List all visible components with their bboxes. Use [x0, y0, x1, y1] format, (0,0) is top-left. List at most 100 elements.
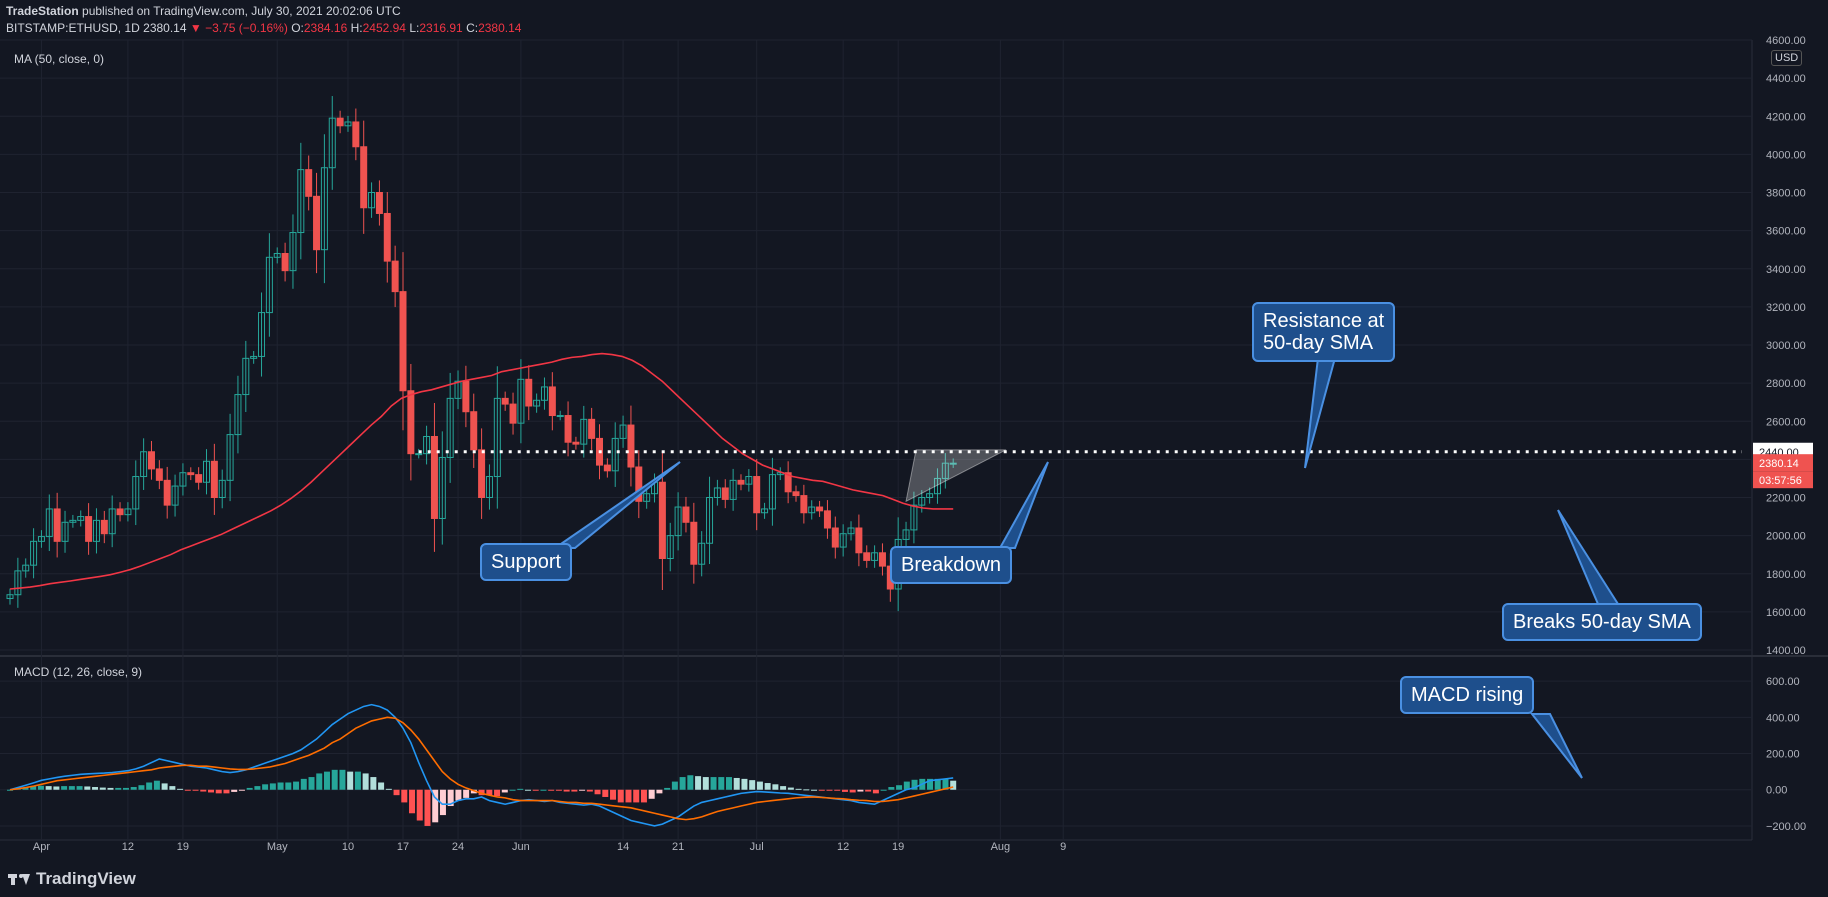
candle — [210, 443, 218, 515]
macd-histogram-bar — [138, 785, 145, 790]
macd-histogram-bar — [22, 787, 29, 790]
macd-histogram-bar — [718, 777, 725, 790]
candle — [92, 508, 100, 554]
candle-body — [77, 516, 85, 521]
candle — [698, 531, 706, 577]
candle — [540, 377, 548, 410]
macd-histogram-bar — [579, 789, 586, 791]
candle-body — [768, 474, 776, 510]
candle-body — [328, 117, 336, 169]
candle-body — [454, 380, 462, 399]
macd-histogram-bar — [184, 789, 191, 791]
candle — [320, 134, 328, 284]
candle-body — [706, 497, 714, 544]
tradingview-logo[interactable]: TradingView — [8, 869, 136, 889]
macd-histogram-bar — [811, 789, 818, 791]
candle-body — [218, 479, 226, 498]
candle — [53, 492, 61, 558]
macd-histogram-bar — [934, 778, 941, 790]
candle-body — [415, 453, 423, 456]
candle-body — [949, 462, 957, 465]
candle — [234, 375, 242, 454]
header-ohlc-line: BITSTAMP:ETHUSD, 1D 2380.14 ▼ −3.75 (−0.… — [6, 21, 521, 35]
publisher-name[interactable]: TradeStation — [6, 4, 79, 18]
candle-body — [871, 552, 879, 561]
price-tick-label: 2600.00 — [1766, 416, 1806, 428]
candle — [61, 510, 69, 553]
candle — [478, 428, 486, 519]
candle-body — [619, 424, 627, 439]
candle — [163, 466, 171, 519]
price-tick-label: 4400.00 — [1766, 73, 1806, 85]
candle-body — [540, 386, 548, 401]
candle — [368, 182, 376, 218]
macd-histogram-bar — [950, 780, 957, 790]
macd-histogram-bar — [432, 789, 439, 823]
breakout-triangle — [905, 449, 1007, 503]
candle-body — [383, 212, 391, 262]
candle — [580, 405, 588, 458]
macd-histogram-bar — [92, 787, 99, 790]
candle-body — [855, 527, 863, 554]
macd-histogram-bar — [68, 786, 75, 790]
macd-histogram-bar — [99, 787, 106, 790]
candle — [37, 530, 45, 548]
candle — [407, 363, 415, 481]
candle-body — [45, 508, 53, 538]
candle-body — [682, 506, 690, 523]
currency-badge[interactable]: USD — [1771, 50, 1803, 66]
candle-body — [863, 552, 871, 561]
macd-histogram-bar — [153, 780, 160, 790]
macd-histogram-bar — [316, 773, 323, 790]
macd-histogram-bar — [285, 782, 292, 790]
macd-histogram-bar — [300, 778, 307, 790]
ma-indicator-label: MA (50, close, 0) — [14, 52, 104, 66]
symbol-label[interactable]: BITSTAMP:ETHUSD, 1D — [6, 21, 140, 35]
candle — [847, 521, 855, 541]
macd-histogram-bar — [818, 789, 825, 791]
candle — [242, 340, 250, 413]
candle-body — [926, 493, 934, 498]
candle — [666, 522, 674, 572]
candle — [682, 496, 690, 533]
macd-tick-label: −200.00 — [1766, 821, 1806, 833]
macd-histogram-bar — [841, 789, 848, 792]
macd-histogram-bar — [161, 783, 168, 790]
candle-body — [878, 552, 886, 567]
candle — [784, 461, 792, 504]
candle — [454, 370, 462, 410]
macd-histogram-bar — [725, 777, 732, 790]
published-text: published on TradingView.com, July 30, 2… — [82, 4, 401, 18]
candle-body — [250, 355, 258, 359]
macd-histogram-bar — [7, 789, 13, 791]
macd-histogram-bar — [710, 777, 717, 790]
ma-line — [9, 352, 954, 590]
candle — [305, 155, 313, 211]
candle — [493, 366, 501, 509]
candle — [855, 514, 863, 567]
macd-histogram-bar — [30, 786, 37, 790]
high-value: 2452.94 — [362, 21, 406, 35]
candle — [375, 180, 383, 226]
candle — [258, 292, 266, 377]
price-tick-label: 2800.00 — [1766, 378, 1806, 390]
price-tick-label: 4000.00 — [1766, 149, 1806, 161]
time-tick-label: 12 — [837, 841, 849, 853]
macd-histogram-bar — [903, 781, 910, 790]
candle — [423, 425, 431, 465]
candle — [878, 543, 886, 576]
candle — [6, 588, 14, 605]
time-tick-label: May — [267, 841, 288, 853]
open-label: O: — [291, 21, 304, 35]
macd-histogram-bar — [648, 789, 655, 799]
macd-histogram-bar — [509, 789, 516, 791]
last-price-tag: 2380.14 — [1759, 458, 1799, 470]
macd-histogram-bar — [208, 789, 215, 793]
candle-body — [784, 472, 792, 493]
candle-body — [92, 519, 100, 542]
candle — [344, 115, 352, 132]
candle-body — [140, 451, 148, 478]
macd-histogram-bar — [37, 785, 44, 790]
candle-body — [548, 386, 556, 417]
